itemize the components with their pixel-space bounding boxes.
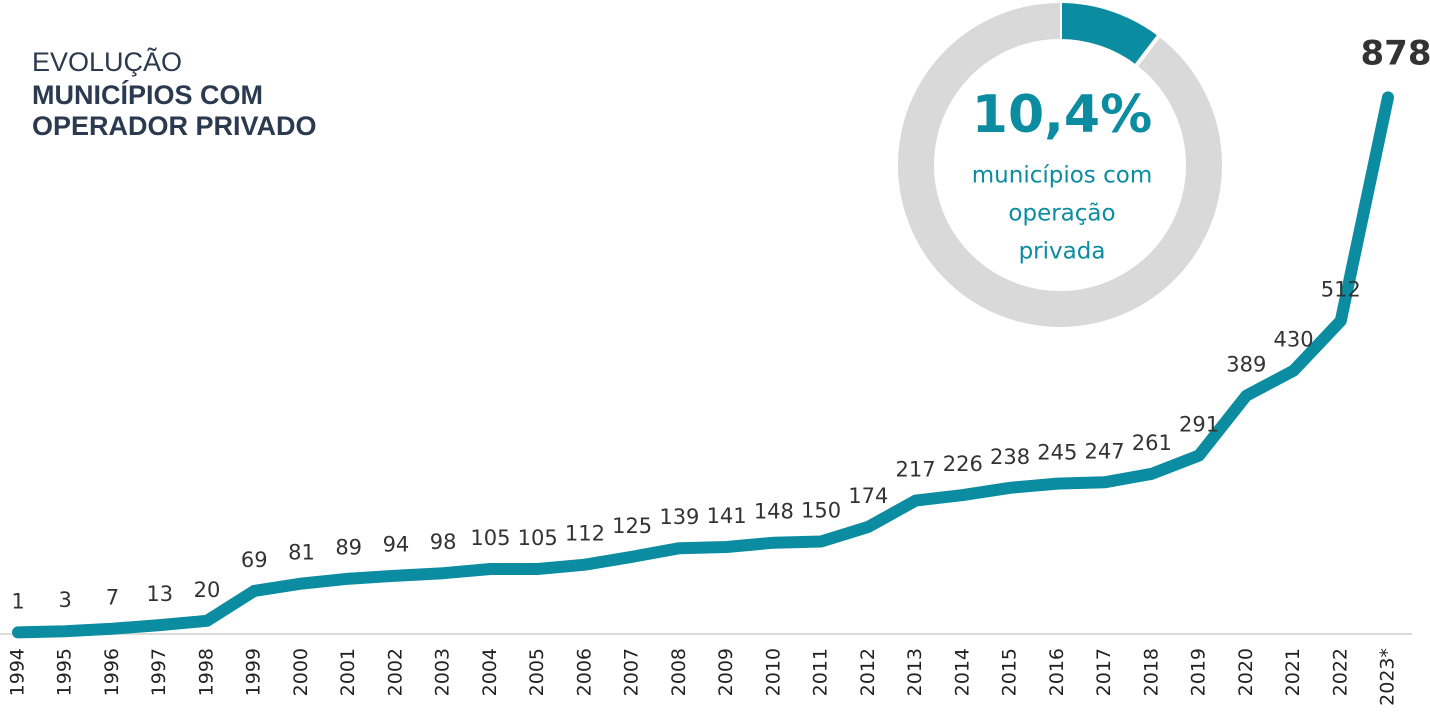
chart-subtitle: MUNICÍPIOS COM xyxy=(32,79,263,110)
data-label: 245 xyxy=(1037,441,1077,465)
data-label: 20 xyxy=(194,578,221,602)
donut-value-label: 10,4% xyxy=(972,85,1152,145)
x-tick-label: 2022 xyxy=(1329,648,1351,696)
data-label: 3 xyxy=(59,588,72,612)
data-label: 174 xyxy=(848,484,888,508)
x-tick-label: 2020 xyxy=(1235,648,1257,696)
x-tick-label: 2002 xyxy=(384,648,406,696)
x-tick-label: 2014 xyxy=(951,648,973,696)
data-label: 112 xyxy=(565,522,605,546)
x-tick-label: 2019 xyxy=(1188,648,1210,696)
x-tick-label: 2012 xyxy=(857,648,879,696)
data-label: 261 xyxy=(1132,431,1172,455)
x-tick-label: 1995 xyxy=(54,648,76,696)
x-tick-label: 2004 xyxy=(479,648,501,696)
data-label: 94 xyxy=(383,533,410,557)
x-tick-label: 1996 xyxy=(101,648,123,696)
x-tick-label: 2023* xyxy=(1377,648,1399,706)
data-label: 247 xyxy=(1085,439,1125,463)
x-tick-label: 2010 xyxy=(762,648,784,696)
data-label: 150 xyxy=(801,499,841,523)
data-label: 226 xyxy=(943,452,983,476)
x-tick-label: 2015 xyxy=(999,648,1021,696)
x-tick-label: 2008 xyxy=(668,648,690,696)
x-tick-label: 2005 xyxy=(526,648,548,696)
x-tick-label: 2007 xyxy=(621,648,643,696)
data-label: 7 xyxy=(106,586,119,610)
chart-title: EVOLUÇÃO xyxy=(32,46,182,77)
data-label: 141 xyxy=(707,504,747,528)
x-tick-label: 2000 xyxy=(290,648,312,696)
data-label: 430 xyxy=(1273,328,1313,352)
x-tick-label: 1999 xyxy=(243,648,265,696)
x-tick-label: 1997 xyxy=(148,648,170,696)
data-label: 389 xyxy=(1226,353,1266,377)
x-tick-label: 2001 xyxy=(337,648,359,696)
data-label: 98 xyxy=(430,530,457,554)
donut-caption: operação xyxy=(1008,201,1115,227)
x-tick-label: 2017 xyxy=(1093,648,1115,696)
x-tick-label: 2011 xyxy=(810,648,832,696)
data-label: 89 xyxy=(335,536,362,560)
data-label: 105 xyxy=(518,526,558,550)
x-tick-label: 2003 xyxy=(432,648,454,696)
data-label: 1 xyxy=(11,589,24,613)
data-label: 291 xyxy=(1179,412,1219,436)
data-label: 512 xyxy=(1321,278,1361,302)
x-tick-label: 2018 xyxy=(1140,648,1162,696)
chart-subtitle: OPERADOR PRIVADO xyxy=(32,111,317,141)
x-tick-label: 2006 xyxy=(573,648,595,696)
donut-caption: privada xyxy=(1019,239,1106,265)
x-tick-label: 1998 xyxy=(195,648,217,696)
data-label: 217 xyxy=(896,458,936,482)
data-label: 81 xyxy=(288,541,315,565)
x-tick-label: 1994 xyxy=(7,648,29,696)
donut-segment xyxy=(1059,3,1159,66)
data-label: 148 xyxy=(754,500,794,524)
donut-segment xyxy=(898,3,1222,327)
x-tick-label: 2016 xyxy=(1046,648,1068,696)
data-label: 878 xyxy=(1361,34,1430,74)
data-label: 125 xyxy=(612,514,652,538)
x-tick-label: 2009 xyxy=(715,648,737,696)
data-label: 69 xyxy=(241,548,268,572)
data-label: 105 xyxy=(470,526,510,550)
x-tick-label: 2021 xyxy=(1282,648,1304,696)
data-label: 238 xyxy=(990,445,1030,469)
donut-caption: municípios com xyxy=(972,163,1152,189)
data-label: 13 xyxy=(146,582,173,606)
segment-gap xyxy=(1135,34,1161,67)
data-line xyxy=(12,91,1394,639)
x-tick-label: 2013 xyxy=(904,648,926,696)
data-label: 139 xyxy=(659,505,699,529)
